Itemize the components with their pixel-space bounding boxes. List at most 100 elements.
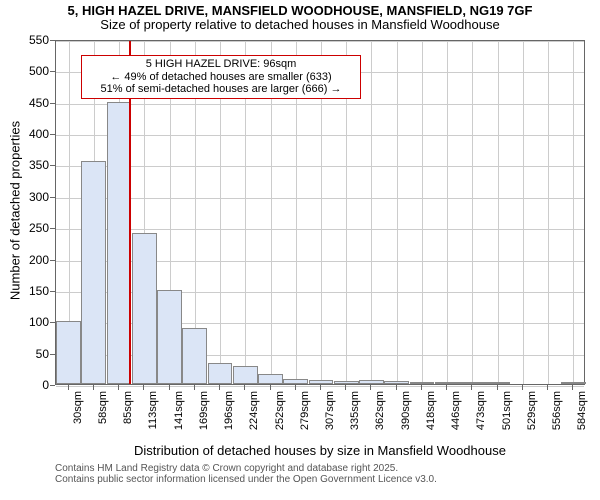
bar [132, 233, 157, 384]
x-tick-label: 141sqm [173, 391, 185, 430]
x-tick-mark [320, 385, 321, 390]
bar [561, 382, 586, 385]
y-tick-label: 50 [0, 347, 49, 361]
bar [485, 382, 510, 384]
x-tick-mark [143, 385, 144, 390]
x-tick-label: 224sqm [248, 391, 260, 430]
bar [460, 382, 485, 384]
x-gridline [523, 41, 524, 384]
y-tick-mark [50, 103, 55, 104]
property-size-chart: 5, HIGH HAZEL DRIVE, MANSFIELD WOODHOUSE… [0, 0, 600, 500]
chart-subtitle: Size of property relative to detached ho… [0, 18, 600, 32]
attribution-line2: Contains public sector information licen… [55, 474, 437, 485]
y-tick-mark [50, 228, 55, 229]
x-tick-mark [118, 385, 119, 390]
bar [334, 381, 359, 384]
x-tick-mark [219, 385, 220, 390]
bar [410, 382, 435, 384]
bar [157, 290, 182, 384]
x-tick-label: 418sqm [425, 391, 437, 430]
x-gridline [397, 41, 398, 384]
x-tick-mark [396, 385, 397, 390]
x-tick-mark [471, 385, 472, 390]
y-tick-mark [50, 134, 55, 135]
bar [258, 374, 283, 384]
x-tick-label: 556sqm [551, 391, 563, 430]
annotation-line3: 51% of semi-detached houses are larger (… [88, 83, 354, 96]
x-tick-label: 501sqm [501, 391, 513, 430]
x-axis-label: Distribution of detached houses by size … [55, 443, 585, 458]
x-gridline [472, 41, 473, 384]
x-tick-mark [68, 385, 69, 390]
y-tick-mark [50, 71, 55, 72]
y-tick-label: 550 [0, 33, 49, 47]
y-gridline [56, 229, 584, 230]
x-tick-mark [572, 385, 573, 390]
x-tick-mark [270, 385, 271, 390]
y-tick-mark [50, 40, 55, 41]
y-tick-mark [50, 291, 55, 292]
bar [309, 380, 334, 384]
x-tick-mark [370, 385, 371, 390]
bar [182, 328, 207, 384]
x-tick-label: 279sqm [299, 391, 311, 430]
y-gridline [56, 135, 584, 136]
y-axis-label: Number of detached properties [8, 110, 23, 310]
x-tick-label: 529sqm [526, 391, 538, 430]
bar [107, 102, 132, 384]
x-tick-label: 335sqm [349, 391, 361, 430]
x-tick-label: 58sqm [97, 391, 109, 424]
x-tick-mark [93, 385, 94, 390]
y-tick-label: 100 [0, 315, 49, 329]
x-tick-mark [497, 385, 498, 390]
x-tick-label: 85sqm [122, 391, 134, 424]
x-tick-label: 30sqm [72, 391, 84, 424]
bar [233, 366, 258, 384]
x-tick-mark [194, 385, 195, 390]
x-tick-label: 196sqm [223, 391, 235, 430]
x-tick-label: 473sqm [475, 391, 487, 430]
attribution-line1: Contains HM Land Registry data © Crown c… [55, 463, 437, 474]
y-tick-label: 450 [0, 96, 49, 110]
bar [359, 380, 384, 384]
x-tick-label: 390sqm [400, 391, 412, 430]
x-tick-mark [522, 385, 523, 390]
annotation-line2: ← 49% of detached houses are smaller (63… [88, 71, 354, 84]
y-gridline [56, 198, 584, 199]
x-tick-mark [421, 385, 422, 390]
x-tick-label: 307sqm [324, 391, 336, 430]
x-gridline [573, 41, 574, 384]
plot-area: 5 HIGH HAZEL DRIVE: 96sqm← 49% of detach… [55, 40, 585, 385]
x-tick-mark [244, 385, 245, 390]
x-tick-mark [295, 385, 296, 390]
x-tick-mark [547, 385, 548, 390]
y-tick-mark [50, 197, 55, 198]
attribution-text: Contains HM Land Registry data © Crown c… [55, 463, 437, 485]
bar [283, 379, 308, 384]
y-tick-mark [50, 260, 55, 261]
y-tick-mark [50, 322, 55, 323]
bar [384, 381, 409, 384]
bar [435, 382, 460, 384]
y-gridline [56, 104, 584, 105]
x-tick-mark [446, 385, 447, 390]
x-tick-mark [345, 385, 346, 390]
y-tick-label: 0 [0, 378, 49, 392]
x-gridline [447, 41, 448, 384]
x-tick-label: 169sqm [198, 391, 210, 430]
y-tick-mark [50, 354, 55, 355]
x-tick-label: 252sqm [274, 391, 286, 430]
x-tick-label: 362sqm [374, 391, 386, 430]
chart-title: 5, HIGH HAZEL DRIVE, MANSFIELD WOODHOUSE… [0, 0, 600, 18]
y-tick-mark [50, 165, 55, 166]
y-tick-label: 500 [0, 64, 49, 78]
x-gridline [548, 41, 549, 384]
annotation-box: 5 HIGH HAZEL DRIVE: 96sqm← 49% of detach… [81, 55, 361, 99]
x-gridline [498, 41, 499, 384]
bar [81, 161, 106, 384]
bar [208, 363, 233, 384]
x-tick-label: 446sqm [450, 391, 462, 430]
y-gridline [56, 166, 584, 167]
annotation-line1: 5 HIGH HAZEL DRIVE: 96sqm [88, 58, 354, 71]
bar [56, 321, 81, 384]
